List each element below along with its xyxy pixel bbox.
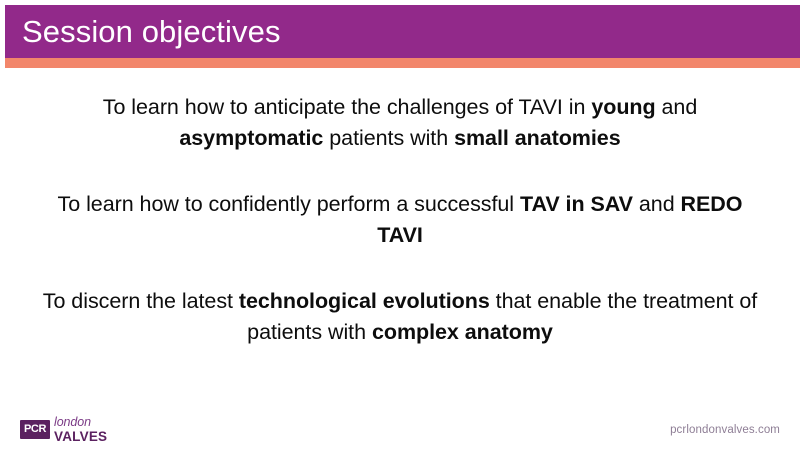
pcr-london-valves-logo: PCR london VALVES — [20, 416, 107, 443]
emphasis-text: complex anatomy — [371, 319, 553, 344]
accent-strip — [5, 58, 800, 68]
body-text: To discern the latest — [42, 289, 239, 314]
logo-wordmark: london VALVES — [54, 416, 107, 443]
page-title: Session objectives — [22, 14, 281, 49]
logo-word-valves: VALVES — [54, 428, 108, 444]
body-text: and — [655, 95, 698, 119]
emphasis-text: technological evolutions — [238, 289, 490, 314]
body-text: that enable the treatment of patients wi… — [247, 289, 758, 344]
objective-item-1: To learn how to anticipate the challenge… — [40, 92, 760, 153]
objective-item-2: To learn how to confidently perform a su… — [40, 189, 760, 250]
body-text: patients with — [323, 125, 455, 150]
objectives-list: To learn how to anticipate the challenge… — [40, 92, 760, 347]
emphasis-text: asymptomatic — [179, 125, 324, 150]
objective-item-3: To discern the latest technological evol… — [40, 286, 760, 347]
emphasis-text: small anatomies — [454, 125, 621, 150]
pcr-badge: PCR — [20, 420, 51, 439]
emphasis-text: REDO TAVI — [377, 192, 743, 247]
body-text: and — [632, 192, 681, 217]
header-band: Session objectives — [5, 5, 800, 58]
emphasis-text: TAV in SAV — [519, 192, 633, 217]
body-text: To learn how to anticipate the challenge… — [102, 95, 592, 119]
body-text: To learn how to confidently perform a su… — [57, 192, 520, 217]
footer-website-url: pcrlondonvalves.com — [670, 424, 780, 436]
logo-word-london: london — [54, 415, 91, 429]
emphasis-text: young — [591, 95, 656, 119]
